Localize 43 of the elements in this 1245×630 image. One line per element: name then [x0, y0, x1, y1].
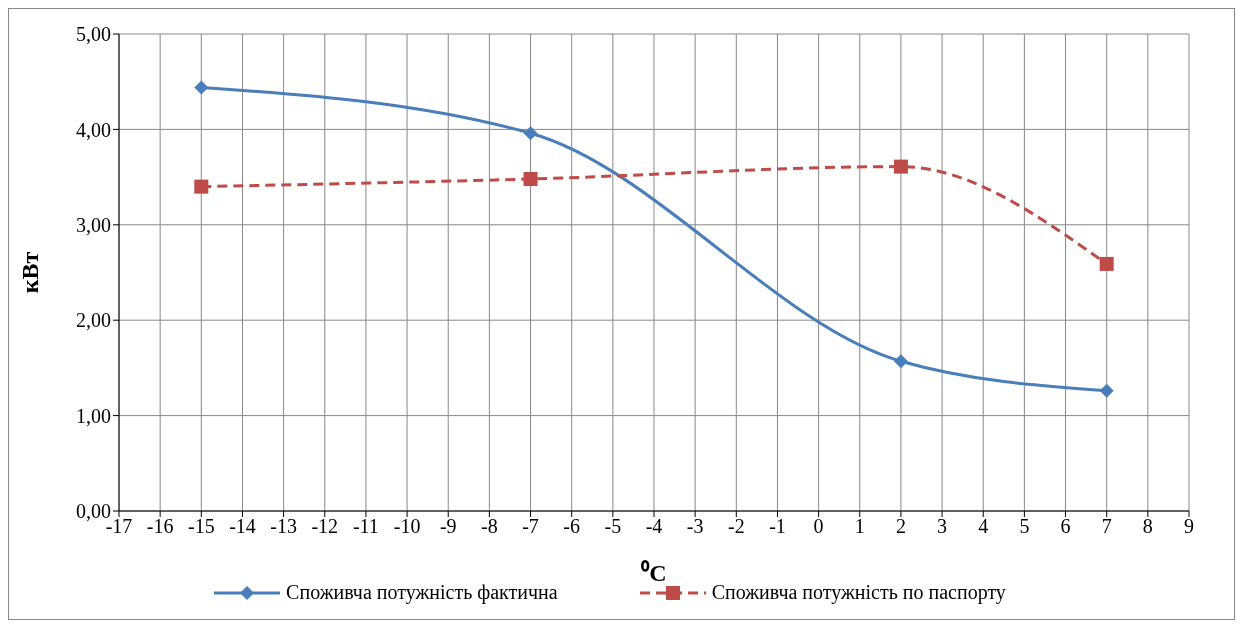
point [523, 126, 538, 141]
point [1099, 256, 1114, 271]
point [1099, 383, 1114, 398]
x-tick-label: -10 [393, 515, 421, 538]
x-tick-label: -4 [645, 515, 663, 538]
x-tick-label: -1 [769, 515, 786, 538]
point [194, 179, 209, 194]
y-axis-title: кВт [16, 251, 43, 294]
x-tick-label: -2 [727, 515, 745, 538]
x-tick-label: 3 [937, 515, 948, 538]
x-tick-label: -3 [686, 515, 704, 538]
x-tick-label: -11 [352, 515, 379, 538]
y-tick-label: 2,00 [76, 309, 111, 332]
x-tick-label: 4 [978, 515, 989, 538]
point [893, 354, 908, 369]
y-tick-label: 3,00 [76, 213, 111, 236]
x-tick-label: 7 [1101, 515, 1112, 538]
point [893, 159, 908, 174]
x-tick-label: -8 [481, 515, 498, 538]
x-tick-label: 1 [854, 515, 865, 538]
x-tick-label: 2 [895, 515, 906, 538]
x-tick-label: -9 [439, 515, 457, 538]
y-tick-label: 5,00 [76, 23, 111, 46]
y-tick-label: 4,00 [76, 118, 111, 141]
x-tick-label: -13 [270, 515, 297, 538]
x-tick-label: -6 [563, 515, 581, 538]
point [194, 80, 209, 95]
x-tick-label: 9 [1184, 515, 1194, 538]
x-tick-label: 5 [1019, 515, 1030, 538]
x-tick-label: -15 [187, 515, 215, 538]
legend-label: Споживча потужність фактична [285, 581, 558, 604]
x-tick-label: -16 [146, 515, 174, 538]
x-tick-label: -12 [311, 515, 339, 538]
x-tick-label: -7 [522, 515, 539, 538]
x-tick-label: -5 [604, 515, 622, 538]
legend-label: Споживча потужність по паспорту [711, 581, 1006, 603]
x-tick-label: 0 [813, 515, 824, 538]
point [523, 172, 538, 187]
x-tick-label: 8 [1142, 515, 1153, 538]
x-tick-label: -14 [229, 515, 256, 538]
y-tick-label: 1,00 [76, 404, 111, 427]
x-axis-title: ⁰C [641, 560, 667, 586]
x-tick-label: 6 [1060, 515, 1071, 538]
